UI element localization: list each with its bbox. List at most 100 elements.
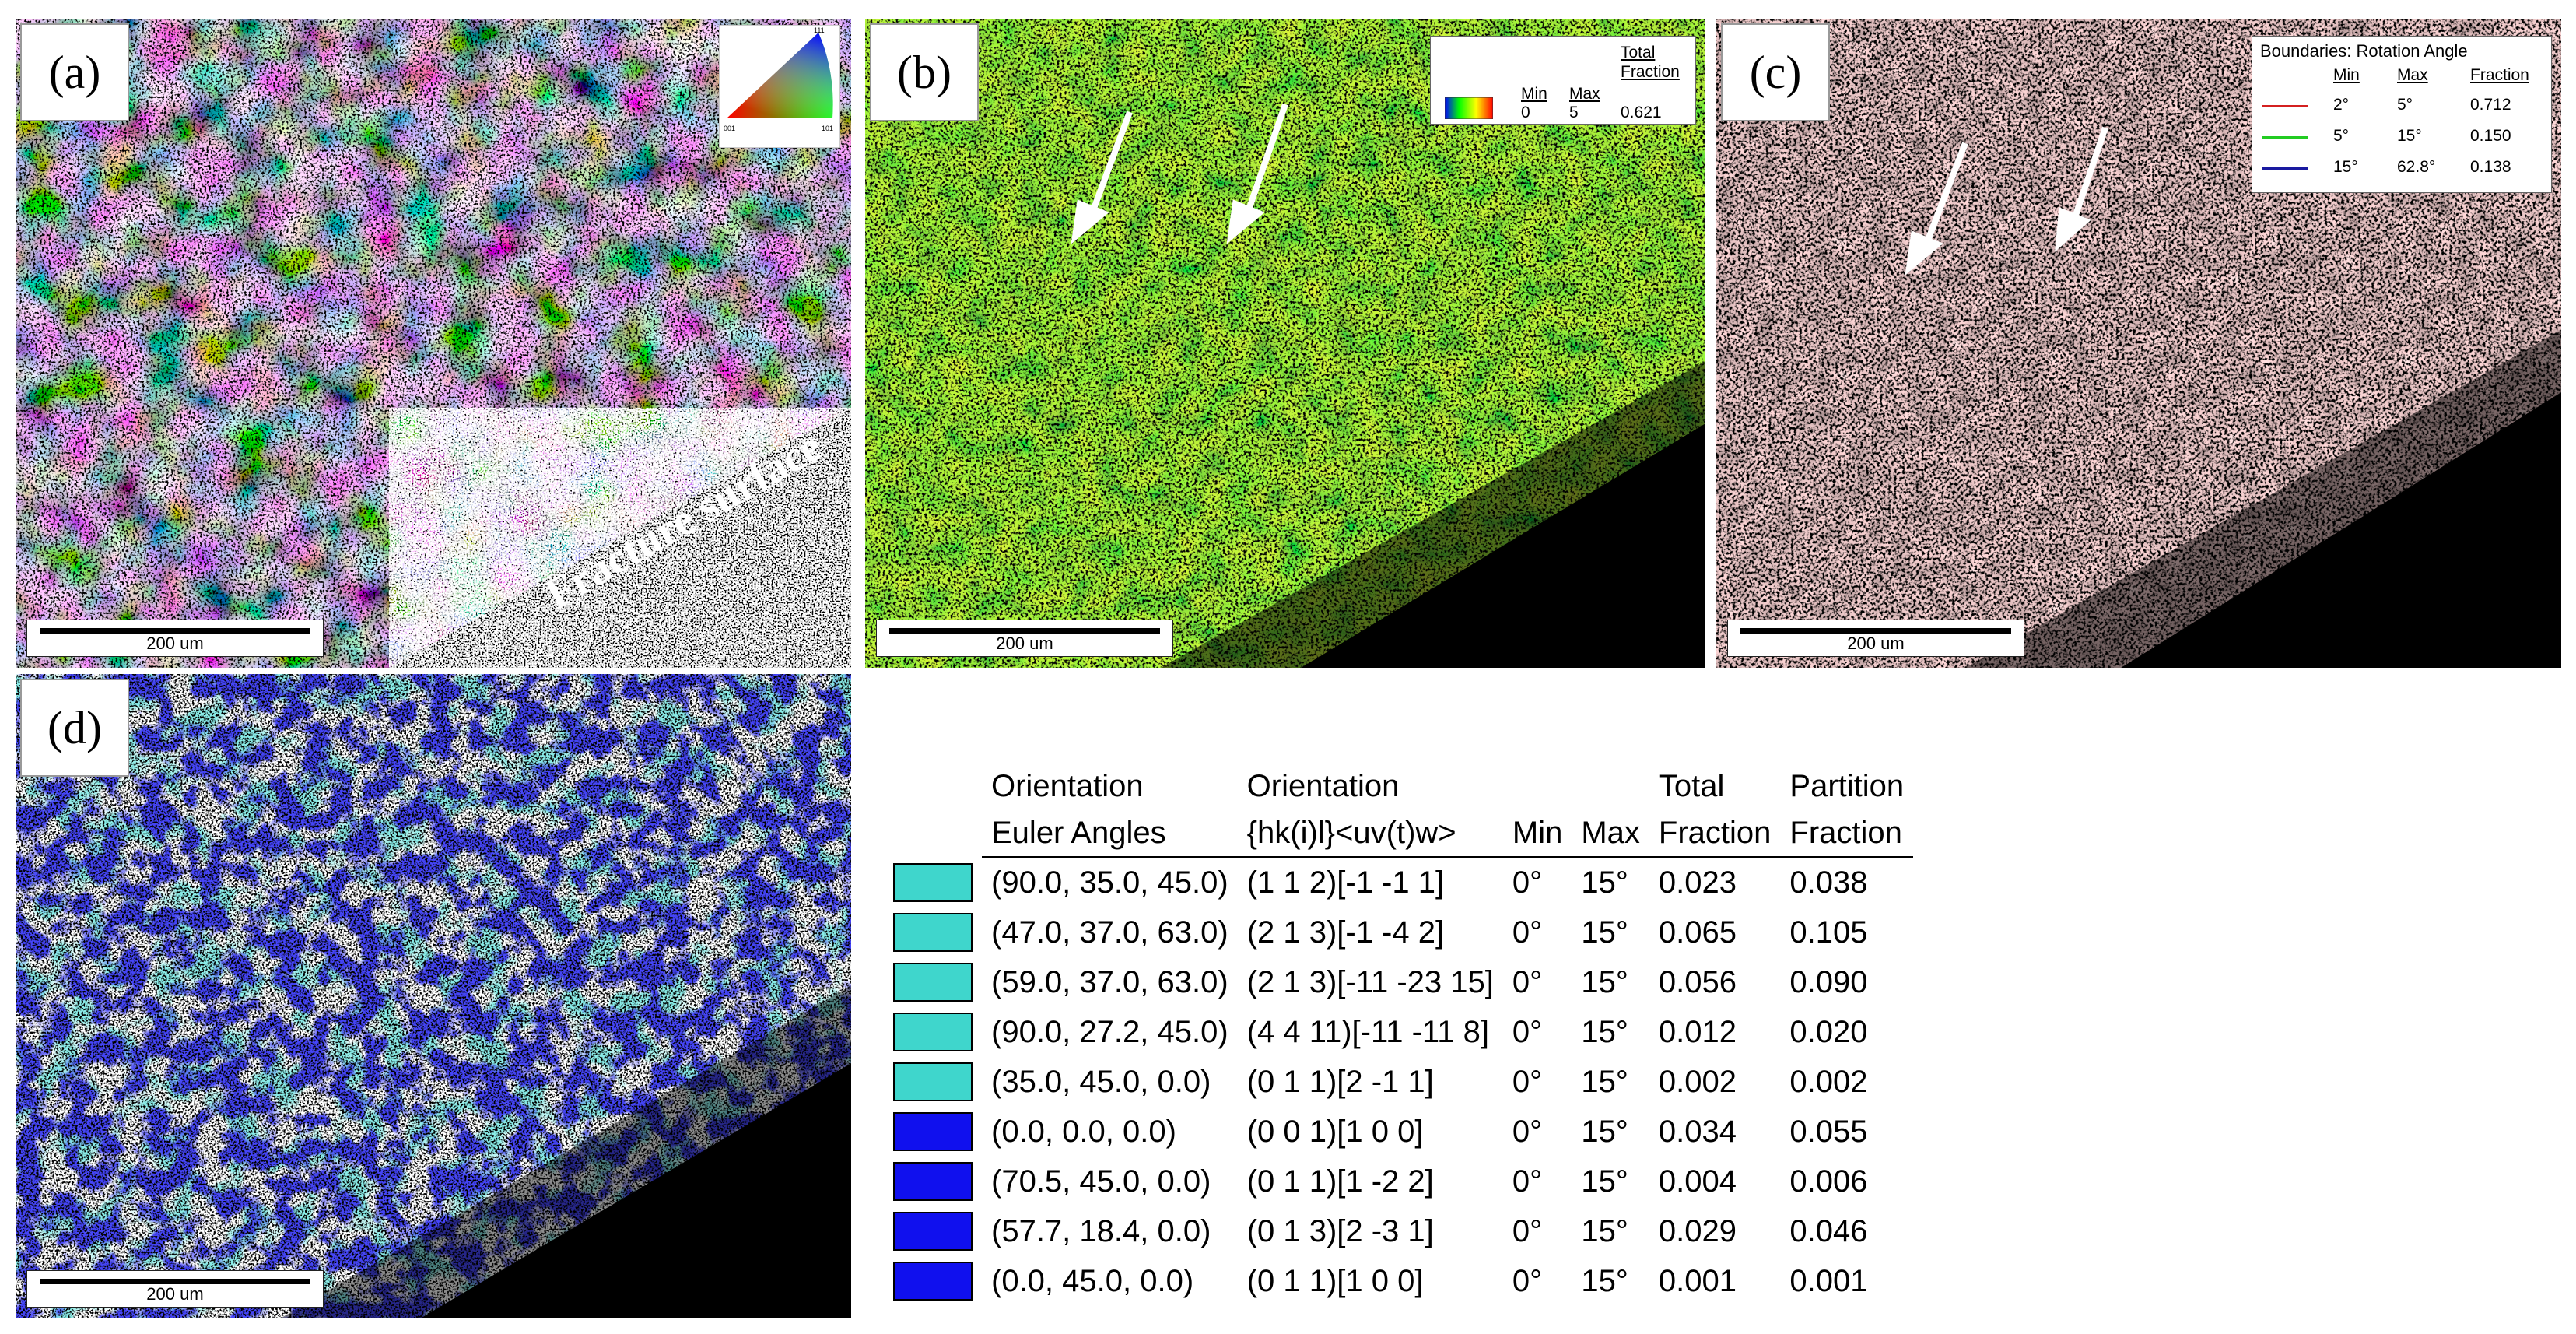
color-swatch — [893, 913, 973, 952]
total-fraction-cell: 0.034 — [1658, 1114, 1737, 1149]
color-swatch — [893, 1062, 973, 1101]
euler-angles-cell: (35.0, 45.0, 0.0) — [991, 1064, 1211, 1099]
total-fraction-cell: 0.023 — [1658, 865, 1737, 900]
min-cell: 0° — [1512, 1263, 1543, 1298]
max-cell: 15° — [1581, 914, 1628, 950]
partition-fraction-cell: 0.006 — [1789, 1164, 1868, 1199]
scale-bar-label: 200 um — [146, 634, 204, 653]
min-cell: 0° — [1512, 914, 1543, 950]
max-cell: 15° — [1581, 1263, 1628, 1298]
hkl-uvw-cell: (4 4 11)[-11 -11 8] — [1246, 1014, 1489, 1049]
boundary-max: 62.8° — [2397, 158, 2436, 176]
boundary-min: 2° — [2333, 96, 2350, 114]
euler-angles-cell: (47.0, 37.0, 63.0) — [991, 914, 1228, 950]
euler-angles-cell: (0.0, 45.0, 0.0) — [991, 1263, 1194, 1298]
color-swatch — [893, 1013, 973, 1051]
texture-component-image — [16, 674, 851, 1318]
kam-color-ramp — [1445, 97, 1493, 119]
kam-value-max: 5 — [1569, 104, 1579, 121]
boundary-min: 5° — [2333, 127, 2350, 145]
min-cell: 0° — [1512, 1164, 1543, 1199]
color-swatch — [893, 1162, 973, 1201]
arrow-1-head — [1905, 230, 1943, 276]
scale-bar: 200 um — [1727, 620, 2024, 657]
euler-angles-cell: (90.0, 27.2, 45.0) — [991, 1014, 1228, 1049]
arrow-2-head — [1226, 199, 1265, 244]
color-swatch — [893, 1262, 973, 1301]
header-max: Max — [1572, 809, 1649, 858]
arrows — [1905, 126, 2108, 276]
table-header-row-1: Orientation Orientation Total Partition — [884, 763, 1913, 809]
total-fraction-cell: 0.065 — [1658, 914, 1737, 950]
min-cell: 0° — [1512, 964, 1543, 999]
euler-angles-cell: (70.5, 45.0, 0.0) — [991, 1164, 1211, 1199]
boundary-line-swatch — [2262, 136, 2308, 139]
arrow-1 — [1920, 142, 1968, 254]
panel-c-boundary-map: (c) Boundaries: Rotation Angle Min Max F… — [1716, 19, 2561, 668]
hkl-uvw-cell: (0 1 1)[2 -1 1] — [1246, 1064, 1434, 1099]
boundary-max: 5° — [2397, 96, 2413, 114]
boundary-fraction: 0.712 — [2470, 96, 2511, 114]
boundary-fraction: 0.150 — [2470, 127, 2511, 145]
max-cell: 15° — [1581, 1114, 1628, 1149]
panel-b-kam-map: (b) Min Max Total Fraction 0 5 0.621 200… — [865, 19, 1705, 668]
min-cell: 0° — [1512, 1014, 1543, 1049]
hkl-uvw-cell: (0 0 1)[1 0 0] — [1246, 1114, 1424, 1149]
total-fraction-cell: 0.001 — [1658, 1263, 1737, 1298]
max-cell: 15° — [1581, 1014, 1628, 1049]
scale-bar-label: 200 um — [1847, 634, 1905, 653]
arrows — [1071, 103, 1288, 244]
panel-label: (c) — [1721, 23, 1830, 121]
boundary-header-max: Max — [2397, 66, 2428, 84]
table-row: (0.0, 45.0, 0.0) (0 1 1)[1 0 0] 0° 15° 0.001… — [884, 1256, 1913, 1306]
color-swatch — [893, 1112, 973, 1151]
arrow-1-head — [1071, 199, 1109, 244]
partition-fraction-cell: 0.046 — [1789, 1213, 1868, 1248]
arrow-2 — [2068, 126, 2108, 230]
panel-label: (a) — [20, 23, 129, 121]
color-swatch — [893, 862, 973, 902]
min-cell: 0° — [1512, 1213, 1543, 1248]
euler-angles-cell: (59.0, 37.0, 63.0) — [991, 964, 1228, 999]
boundary-legend-row: 15° 62.8° 0.138 — [2252, 156, 2551, 183]
boundary-max: 15° — [2397, 127, 2422, 145]
boundary-header-fraction: Fraction — [2470, 66, 2529, 84]
hkl-uvw-cell: (0 1 3)[2 -3 1] — [1246, 1213, 1434, 1248]
boundary-legend: Boundaries: Rotation Angle Min Max Fract… — [2252, 36, 2552, 193]
boundary-min: 15° — [2333, 158, 2358, 176]
kam-legend: Min Max Total Fraction 0 5 0.621 — [1430, 36, 1696, 125]
header-total-fraction: Fraction — [1649, 809, 1781, 858]
total-fraction-cell: 0.002 — [1658, 1064, 1737, 1099]
hkl-uvw-cell: (2 1 3)[-11 -23 15] — [1246, 964, 1494, 999]
partition-fraction-cell: 0.002 — [1789, 1064, 1868, 1099]
total-fraction-cell: 0.056 — [1658, 964, 1737, 999]
scale-bar: 200 um — [26, 620, 324, 657]
table-row: (70.5, 45.0, 0.0) (0 1 1)[1 -2 2] 0° 15° 0.0… — [884, 1157, 1913, 1206]
header-hkl-uvw: {hk(i)l}<uv(t)w> — [1237, 809, 1503, 858]
euler-angles-cell: (57.7, 18.4, 0.0) — [991, 1213, 1211, 1248]
euler-angles-cell: (0.0, 0.0, 0.0) — [991, 1114, 1176, 1149]
header-orientation-2: Orientation — [1246, 768, 1400, 803]
panel-a-ipf-map: (a) 111 001 101 Fracture surface 200 um — [16, 19, 851, 668]
panel-label: (d) — [20, 679, 129, 777]
scale-bar: 200 um — [876, 620, 1173, 657]
partition-fraction-cell: 0.090 — [1789, 964, 1868, 999]
table-row: (0.0, 0.0, 0.0) (0 0 1)[1 0 0] 0° 15° 0.034 0… — [884, 1107, 1913, 1157]
header-partition: Partition — [1789, 768, 1905, 803]
partition-fraction-cell: 0.020 — [1789, 1014, 1868, 1049]
boundary-legend-row: 5° 15° 0.150 — [2252, 125, 2551, 152]
header-total: Total — [1658, 768, 1725, 803]
hkl-uvw-cell: (0 1 1)[1 -2 2] — [1246, 1164, 1434, 1199]
kam-header-total-fraction: Total Fraction — [1621, 44, 1680, 81]
kam-header-max: Max — [1569, 85, 1600, 103]
panel-d-texture-map: (d) 200 um — [16, 674, 851, 1318]
header-partition-fraction: Fraction — [1780, 809, 1914, 858]
arrow-2 — [1242, 103, 1288, 223]
table-row: (47.0, 37.0, 63.0) (2 1 3)[-1 -4 2] 0° 15° 0… — [884, 907, 1913, 957]
total-fraction-cell: 0.004 — [1658, 1164, 1737, 1199]
kam-value-fraction: 0.621 — [1621, 104, 1662, 121]
ipf-key-101: 101 — [822, 125, 833, 132]
boundary-line-swatch — [2262, 167, 2308, 170]
table-row: (90.0, 35.0, 45.0) (1 1 2)[-1 -1 1] 0° 15° 0… — [884, 857, 1913, 907]
table-row: (57.7, 18.4, 0.0) (0 1 3)[2 -3 1] 0° 15° 0.0… — [884, 1206, 1913, 1256]
